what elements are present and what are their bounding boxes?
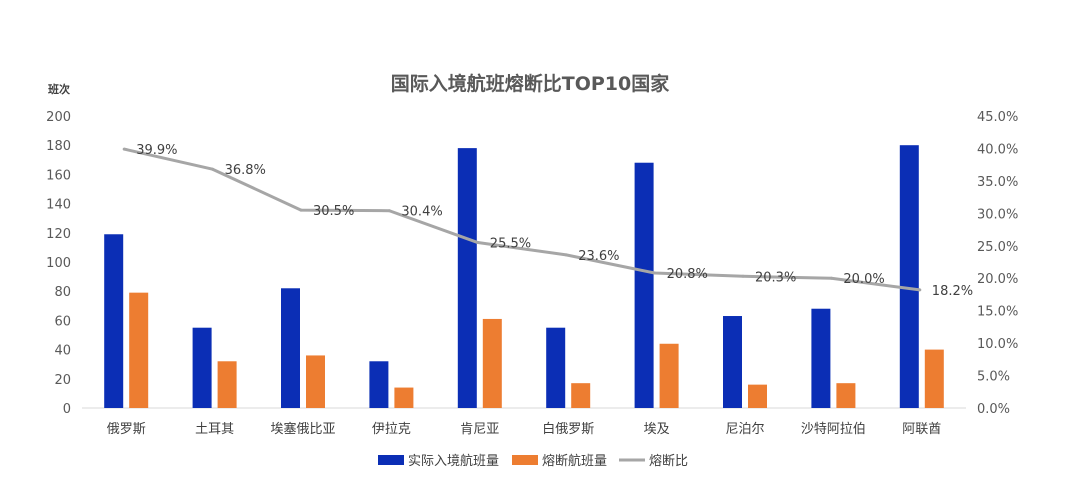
bar-circuit-breaker-flights: [394, 387, 414, 408]
category-label: 阿联酋: [902, 421, 941, 437]
bar-circuit-breaker-flights: [748, 384, 767, 408]
category-label: 肯尼亚: [460, 422, 499, 437]
y-left-tick-label: 180: [46, 139, 71, 154]
ratio-point: [741, 274, 745, 278]
ratio-point: [476, 241, 480, 245]
bar-actual-flights: [899, 145, 919, 408]
ratio-data-label: 20.3%: [755, 270, 796, 285]
y-left-tick-label: 40: [54, 344, 71, 359]
ratio-point: [211, 167, 215, 171]
y-right-tick-label: 20.0%: [977, 272, 1018, 287]
category-label: 伊拉克: [372, 422, 411, 437]
bar-actual-flights: [369, 361, 389, 408]
right-axis-ticks: 0.0% 5.0% 10.0% 15.0% 20.0% 25.0% 30.0% 35.0% 40…: [977, 110, 1018, 417]
y-left-tick-label: 160: [46, 168, 71, 183]
line-data-labels: 39.9% 36.8% 30.5% 30.4% 25.5% 23.6% 20.8% 20.3%…: [136, 143, 973, 299]
ratio-data-label: 30.4%: [401, 205, 442, 220]
bar-actual-flights: [811, 308, 831, 408]
ratio-data-label: 23.6%: [578, 249, 619, 264]
y-right-tick-label: 5.0%: [977, 370, 1010, 385]
ratio-data-label: 39.9%: [136, 143, 177, 158]
left-axis-ticks: 0 20 40 60 80 100 120 140 160 180 200: [46, 110, 71, 417]
y-right-tick-label: 25.0%: [977, 240, 1018, 255]
legend-label: 熔断比: [649, 454, 688, 469]
category-label: 俄罗斯: [107, 422, 146, 437]
y-left-tick-label: 100: [46, 256, 71, 271]
ratio-point: [829, 276, 833, 280]
y-left-tick-label: 80: [54, 285, 71, 300]
y-right-tick-label: 35.0%: [977, 175, 1018, 190]
ratio-data-label: 18.2%: [932, 284, 973, 299]
y-right-tick-label: 40.0%: [977, 142, 1018, 157]
category-label: 白俄罗斯: [542, 421, 594, 437]
bar-circuit-breaker-flights: [836, 383, 856, 408]
bar-actual-flights: [546, 327, 566, 408]
bar-circuit-breaker-flights: [571, 383, 591, 408]
bar-circuit-breaker-flights: [659, 343, 679, 408]
category-label: 埃塞俄比亚: [270, 421, 335, 437]
bar-circuit-breaker-flights: [129, 292, 149, 408]
y-right-tick-label: 30.0%: [977, 207, 1018, 222]
y-left-tick-label: 140: [46, 198, 71, 213]
ratio-data-label: 20.0%: [843, 272, 884, 287]
y-left-tick-label: 60: [54, 314, 71, 329]
y-axis-unit-label: 班次: [48, 82, 70, 96]
y-right-tick-label: 45.0%: [977, 110, 1018, 125]
line-series: [122, 147, 922, 292]
category-label: 埃及: [644, 422, 670, 437]
category-label: 土耳其: [195, 422, 234, 437]
legend-label: 熔断航班量: [542, 453, 607, 469]
legend-swatch: [378, 455, 404, 465]
chart-title: 国际入境航班熔断比TOP10国家: [391, 72, 670, 95]
ratio-data-label: 36.8%: [225, 163, 266, 178]
category-label: 沙特阿拉伯: [801, 422, 866, 437]
y-left-tick-label: 20: [54, 373, 71, 388]
ratio-point: [299, 208, 303, 212]
y-left-tick-label: 0: [63, 402, 71, 417]
bar-circuit-breaker-flights: [482, 318, 502, 408]
y-left-tick-label: 120: [46, 227, 71, 242]
bar-actual-flights: [457, 148, 477, 408]
ratio-point: [918, 288, 922, 292]
bar-circuit-breaker-flights: [217, 361, 237, 408]
category-labels: 俄罗斯 土耳其 埃塞俄比亚 伊拉克 肯尼亚 白俄罗斯 埃及 尼泊尔 沙特阿拉伯 阿联酋: [107, 421, 942, 437]
legend-swatch: [512, 455, 538, 465]
ratio-line: [123, 147, 920, 292]
ratio-point: [564, 253, 568, 257]
y-right-tick-label: 0.0%: [977, 402, 1010, 417]
ratio-point: [653, 271, 657, 275]
bar-actual-flights: [104, 234, 124, 408]
y-right-tick-label: 10.0%: [977, 337, 1018, 352]
ratio-data-label: 30.5%: [313, 204, 354, 219]
category-label: 尼泊尔: [725, 422, 764, 437]
bar-actual-flights: [634, 162, 654, 408]
y-right-tick-label: 15.0%: [977, 305, 1018, 320]
legend: 实际入境航班量 熔断航班量 熔断比: [378, 453, 688, 469]
bar-circuit-breaker-flights: [924, 349, 944, 408]
ratio-point: [122, 147, 126, 151]
ratio-data-label: 25.5%: [490, 237, 531, 252]
ratio-point: [387, 209, 391, 213]
bar-actual-flights: [723, 316, 742, 408]
y-left-tick-label: 200: [46, 110, 71, 125]
bars: [104, 145, 944, 408]
bar-circuit-breaker-flights: [306, 355, 325, 408]
bar-actual-flights: [281, 288, 300, 408]
ratio-data-label: 20.8%: [667, 267, 708, 282]
legend-label: 实际入境航班量: [408, 453, 499, 469]
bar-actual-flights: [192, 327, 212, 408]
